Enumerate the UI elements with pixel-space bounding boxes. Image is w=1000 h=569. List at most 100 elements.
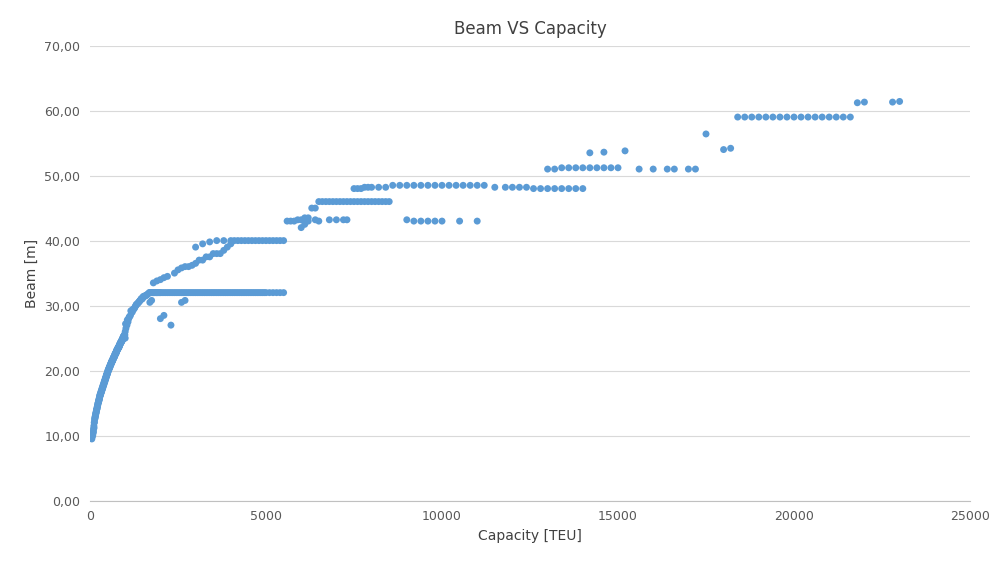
Point	[88, 410, 104, 419]
Point	[240, 288, 256, 297]
Point	[589, 163, 605, 172]
Point	[209, 236, 225, 245]
Point	[582, 149, 598, 158]
Point	[117, 327, 133, 336]
Point	[184, 288, 200, 297]
Point	[165, 288, 181, 297]
Point	[159, 288, 175, 297]
Point	[202, 288, 218, 297]
Point	[367, 197, 383, 206]
Point	[374, 197, 390, 206]
Point	[189, 288, 205, 297]
Point	[885, 97, 901, 106]
Point	[174, 263, 190, 273]
Point	[265, 236, 281, 245]
Point	[123, 306, 139, 315]
Point	[262, 236, 278, 245]
Point	[427, 217, 443, 226]
Point	[93, 390, 109, 399]
Point	[97, 376, 113, 385]
Point	[226, 288, 242, 297]
Point	[106, 353, 122, 362]
Point	[723, 144, 739, 153]
Point	[87, 414, 103, 423]
Point	[744, 113, 760, 122]
Point	[130, 299, 146, 308]
Point	[751, 113, 767, 122]
Point	[237, 288, 253, 297]
Point	[188, 242, 204, 251]
Point	[91, 393, 107, 402]
Point	[360, 197, 376, 206]
Point	[109, 345, 125, 354]
Point	[102, 362, 118, 372]
Point	[378, 183, 394, 192]
Point	[427, 181, 443, 190]
Point	[125, 306, 141, 315]
Point	[645, 164, 661, 174]
Point	[772, 113, 788, 122]
Point	[87, 413, 103, 422]
Point	[582, 163, 598, 172]
Point	[126, 304, 142, 313]
Point	[90, 399, 106, 408]
Y-axis label: Beam [m]: Beam [m]	[25, 238, 39, 308]
Point	[91, 395, 107, 405]
Point	[371, 183, 387, 192]
Point	[89, 402, 105, 411]
Point	[106, 351, 122, 360]
Point	[346, 184, 362, 193]
Point	[89, 406, 105, 415]
Point	[216, 288, 232, 297]
Point	[244, 288, 260, 297]
Point	[91, 397, 107, 406]
Point	[265, 288, 281, 297]
Point	[110, 343, 126, 352]
Point	[96, 380, 112, 389]
Point	[119, 315, 135, 324]
Point	[378, 197, 394, 206]
Point	[716, 145, 732, 154]
Point	[149, 277, 165, 286]
Point	[98, 373, 114, 382]
Point	[321, 215, 337, 224]
Point	[114, 336, 130, 345]
Point	[177, 296, 193, 305]
Point	[126, 304, 142, 314]
Point	[166, 269, 182, 278]
Point	[130, 299, 146, 308]
Point	[101, 365, 117, 374]
Point	[111, 343, 127, 352]
Point	[145, 278, 161, 287]
Point	[103, 358, 119, 368]
Point	[191, 288, 207, 297]
Point	[115, 333, 131, 342]
Point	[105, 356, 121, 365]
Point	[193, 288, 209, 297]
Point	[108, 348, 124, 357]
Point	[113, 337, 129, 347]
Point	[151, 288, 167, 297]
Point	[765, 113, 781, 122]
Point	[112, 341, 128, 351]
Point	[97, 374, 113, 383]
Point	[145, 288, 161, 297]
Point	[116, 331, 132, 340]
Point	[332, 197, 348, 206]
Point	[96, 378, 112, 387]
Point	[143, 288, 159, 297]
Point	[406, 217, 422, 226]
Point	[230, 288, 246, 297]
Point	[122, 311, 138, 320]
Point	[202, 252, 218, 261]
Point	[163, 288, 179, 297]
Point	[111, 342, 127, 351]
Point	[293, 223, 309, 232]
Point	[526, 184, 542, 193]
Point	[106, 352, 122, 361]
Point	[112, 340, 128, 349]
Point	[256, 288, 272, 297]
Point	[518, 183, 534, 192]
Point	[737, 113, 753, 122]
Point	[610, 163, 626, 172]
